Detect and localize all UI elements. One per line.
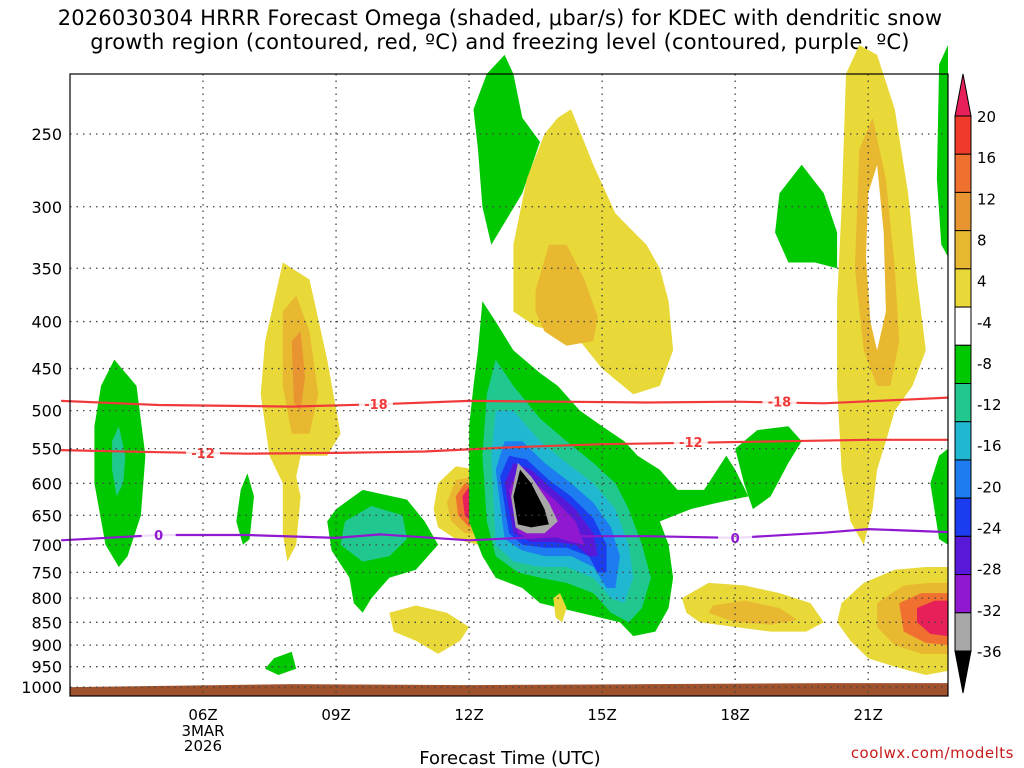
plot-area: -18 -18 -12 -12 0 0 [61,45,949,696]
freezing-label-a-bg [141,527,176,543]
colorbar-swatch [954,574,972,614]
colorbar-swatch [954,230,972,270]
colorbar-label: -16 [977,437,1002,455]
colorbar-swatch [954,306,972,346]
omega-positive-right-column-gap [866,164,886,351]
y-tick-label: 800 [31,589,62,608]
colorbar-swatch [954,612,972,652]
colorbar-swatch [954,344,972,384]
colorbar-swatch [954,115,972,155]
omega-negative-right-finger [735,426,802,510]
date-label: 2026 [184,737,222,755]
colorbar-label: -12 [977,396,1002,414]
omega-positive-left-upper-core [291,331,305,411]
y-tick-label: 750 [31,563,62,582]
dgz-label-18-b-bg [762,393,797,409]
dgz-contour--18 [61,396,949,408]
omega-negative-far-right-low [930,448,948,545]
colorbar-swatch [954,383,972,423]
title-line-1: 2026030304 HRRR Forecast Omega (shaded, … [57,6,943,30]
x-tick-label: 21Z [853,706,882,724]
dgz-label-12-a: -12 [191,447,215,462]
omega-negative-speck [265,651,297,675]
colorbar-label: -4 [977,314,992,332]
colorbar-swatch [954,191,972,232]
credit-link[interactable]: coolwx.com/modelts [850,744,1014,762]
colorbar-label: -36 [977,643,1002,661]
y-tick-label: 350 [31,259,62,278]
plot-frame [69,73,949,697]
colorbar: 20 16 12 8 4 -4 -8 -12 -16 -20 -24 -28 -32 -36 [954,73,1002,694]
x-tick-label: 06Z [188,706,217,724]
colorbar-swatch [954,459,972,499]
freezing-label-b: 0 [731,532,740,547]
omega-negative-main-core [513,469,549,528]
colorbar-label: 8 [977,231,987,249]
omega-positive-bottom-right-core [917,600,948,637]
y-tick-label: 250 [31,125,62,144]
colorbar-label: -28 [977,561,1002,579]
title-line-2: growth region (contoured, red, ºC) and f… [90,30,910,54]
omega-positive-small-15z [553,593,567,623]
colorbar-label: 16 [977,149,996,167]
dgz-label-18-a-bg [358,396,393,412]
colorbar-swatch [954,421,972,461]
colorbar-bottom-arrow [954,650,972,694]
freezing-label-b-bg [718,529,753,545]
colorbar-label: -32 [977,602,1002,620]
freezing-level-contour [61,527,949,542]
y-tick-label: 550 [31,440,62,459]
dgz-label-18-a: -18 [364,398,388,413]
omega-positive-lower-right-core [708,600,798,625]
y-tick-label: 1000 [21,678,62,697]
omega-negative-left-core [112,426,126,497]
colorbar-top-arrow [954,73,972,117]
x-tick-label: 15Z [587,706,616,724]
colorbar-swatch [954,535,972,576]
colorbar-label: -20 [977,478,1002,496]
colorbar-label: -24 [977,520,1002,538]
freezing-label-a: 0 [154,529,163,544]
date-label: 3MAR [181,722,224,740]
colorbar-swatch [954,497,972,537]
colorbar-swatch [954,153,972,193]
y-tick-label: 850 [31,613,62,632]
y-tick-label: 950 [31,658,62,677]
surface-terrain [70,683,948,696]
x-axis-label: Forecast Time (UTC) [419,748,600,768]
y-tick-label: 400 [31,313,62,332]
dgz-label-12-b: -12 [679,436,703,451]
y-tick-label: 600 [31,474,62,493]
y-tick-label: 700 [31,536,62,555]
dgz-label-18-b: -18 [768,396,792,411]
y-tick-label: 900 [31,636,62,655]
colorbar-swatch [954,268,972,308]
omega-negative-09z-core [340,506,407,562]
dgz-label-12-b-bg [673,434,708,450]
x-tick-label: 12Z [454,706,483,724]
omega-negative-upper-right [775,164,838,269]
chart-title: 2026030304 HRRR Forecast Omega (shaded, … [0,6,1000,54]
omega-negative-far-right [936,45,948,257]
omega-positive-upper-middle-core [535,244,598,346]
colorbar-label: 4 [977,273,987,291]
omega-positive-bottom-left [389,605,470,654]
y-tick-label: 450 [31,360,62,379]
colorbar-label: -8 [977,355,992,373]
x-tick-label: 09Z [321,706,350,724]
colorbar-label: 20 [977,108,996,126]
y-tick-label: 300 [31,198,62,217]
x-tick-label: 18Z [720,706,749,724]
y-tick-label: 650 [31,506,62,525]
colorbar-label: 12 [977,190,996,208]
omega-negative-upper-12z [473,54,540,245]
omega-negative-sliver [236,473,254,545]
y-tick-label: 500 [31,402,62,421]
